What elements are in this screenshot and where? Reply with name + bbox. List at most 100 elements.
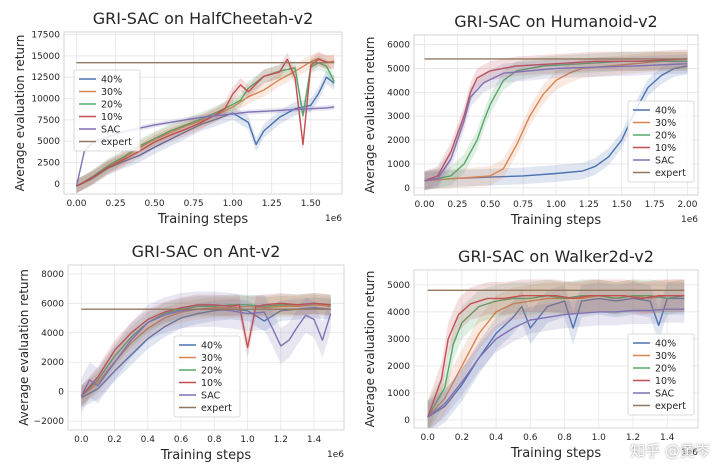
y-tick-label: 4000 (387, 88, 410, 98)
y-tick-label: 3000 (387, 335, 410, 345)
x-tick-label: 0.2 (455, 433, 469, 443)
series-line-30pct (76, 57, 335, 187)
plot-area (424, 49, 688, 191)
band-10pct (427, 279, 685, 428)
x-tick-label: 0.25 (106, 199, 126, 209)
x-tick-label: 0.6 (174, 435, 189, 445)
x-tick-label: 1.0 (592, 433, 607, 443)
x-tick-label: 1.4 (660, 433, 675, 443)
y-axis-label: Average evaluation return (13, 35, 27, 192)
chart-panel-2: 0.00 0.25 0.50 0.75 1.00 1.25 1.50 1.75 2.00 0 100… (363, 12, 699, 228)
x-tick-label: 1.00 (223, 199, 243, 209)
legend-label: SAC (655, 389, 675, 400)
y-tick-label: 5000 (37, 137, 60, 147)
y-tick-label: 4000 (41, 329, 64, 339)
series-line-10pct (76, 58, 335, 187)
series-line-SAC (424, 63, 688, 182)
y-tick-label: 0 (54, 180, 60, 190)
plot-frame (413, 269, 699, 429)
x-axis-label: Training steps (157, 212, 249, 227)
band-SAC (424, 54, 688, 191)
x-tick-label: 0.4 (489, 433, 504, 443)
x-tick-label: 0.8 (557, 433, 572, 443)
series-line-SAC (427, 308, 685, 418)
y-tick-label: 1000 (387, 160, 410, 170)
x-tick-label: 0.50 (145, 199, 165, 209)
y-tick-label: 0 (404, 184, 410, 194)
legend-label: 30% (655, 118, 676, 129)
x-tick-label: 2.00 (677, 200, 697, 210)
x-tick-label: 0.6 (523, 433, 538, 443)
y-tick-label: −2000 (34, 417, 65, 427)
legend-label: 40% (101, 75, 122, 86)
series-line-20pct (80, 302, 331, 397)
x-tick-label: 1.4 (307, 435, 322, 445)
y-tick-label: 6000 (41, 299, 64, 309)
y-tick-label: 1000 (387, 389, 410, 399)
x-tick-label: 0.0 (421, 433, 436, 443)
band-10pct (76, 52, 335, 194)
plot-frame (63, 31, 343, 195)
x-tick-label: 0.0 (74, 435, 89, 445)
y-tick-label: 3000 (387, 112, 410, 122)
y-tick-label: 10000 (31, 95, 60, 105)
legend-label: 20% (655, 131, 676, 142)
x-tick-label: 1.0 (240, 435, 255, 445)
legend-label: SAC (655, 156, 675, 167)
y-axis-label: Average evaluation return (363, 271, 377, 428)
x-tick-label: 1.2 (274, 435, 288, 445)
x-tick-label: 0.50 (480, 200, 500, 210)
series-line-10pct (427, 295, 685, 418)
plot-frame (67, 264, 345, 431)
y-tick-label: 2000 (387, 136, 410, 146)
y-tick-label: 0 (404, 416, 410, 426)
chart-panel-3: 0.0 0.2 0.4 0.6 0.8 1.0 1.2 1.4 −2000 0 2000 4000 60… (17, 242, 345, 463)
x-tick-label: 1.50 (301, 199, 321, 209)
series-line-SAC (80, 308, 332, 397)
x-tick-label: 0.00 (414, 200, 434, 210)
x-axis-label: Training steps (160, 448, 252, 463)
series-line-40pct (424, 65, 688, 182)
y-tick-label: 8000 (41, 270, 64, 280)
band-20pct (427, 279, 685, 428)
series-line-30pct (424, 60, 688, 182)
legend-label: 40% (201, 341, 222, 352)
y-axis-label: Average evaluation return (363, 37, 377, 194)
x-tick-label: 0.75 (513, 200, 533, 210)
watermark-text: 知乎 @黄岑 (630, 442, 710, 460)
legend-label: expert (655, 168, 686, 179)
x-tick-label: 1.50 (612, 200, 632, 210)
legend-label: expert (101, 137, 132, 148)
chart-title: GRI-SAC on Ant-v2 (132, 242, 281, 261)
y-tick-label: 7500 (37, 116, 60, 126)
band-30pct (76, 51, 335, 194)
x-tick-label: 1.00 (546, 200, 566, 210)
chart-panel-4: 0.0 0.2 0.4 0.6 0.8 1.0 1.2 1.4 0 1000 2000 3000 400… (363, 247, 699, 461)
band-SAC (427, 295, 685, 428)
band-10pct (424, 49, 688, 191)
legend-label: 30% (655, 351, 676, 362)
y-tick-label: 17500 (31, 31, 60, 41)
legend-label: SAC (101, 125, 121, 136)
y-tick-label: 6000 (387, 41, 410, 51)
legend-label: 10% (655, 376, 676, 387)
series-line-10pct (424, 58, 688, 182)
band-40pct (427, 282, 685, 428)
legend-label: 20% (201, 366, 222, 377)
y-tick-label: 2000 (387, 362, 410, 372)
x-tick-label: 0.75 (184, 199, 204, 209)
y-tick-label: 2500 (37, 158, 60, 168)
series-line-10pct (80, 302, 331, 397)
x-multiplier: 1e6 (325, 214, 342, 224)
legend-label: 30% (201, 353, 222, 364)
chart-title: GRI-SAC on Walker2d-v2 (458, 247, 654, 266)
x-tick-label: 0.2 (107, 435, 121, 445)
y-axis-label: Average evaluation return (17, 269, 31, 426)
x-tick-label: 0.00 (66, 199, 86, 209)
band-40pct (81, 297, 331, 408)
series-line-20pct (76, 62, 335, 187)
band-20pct (81, 292, 331, 407)
legend-box (627, 100, 695, 183)
